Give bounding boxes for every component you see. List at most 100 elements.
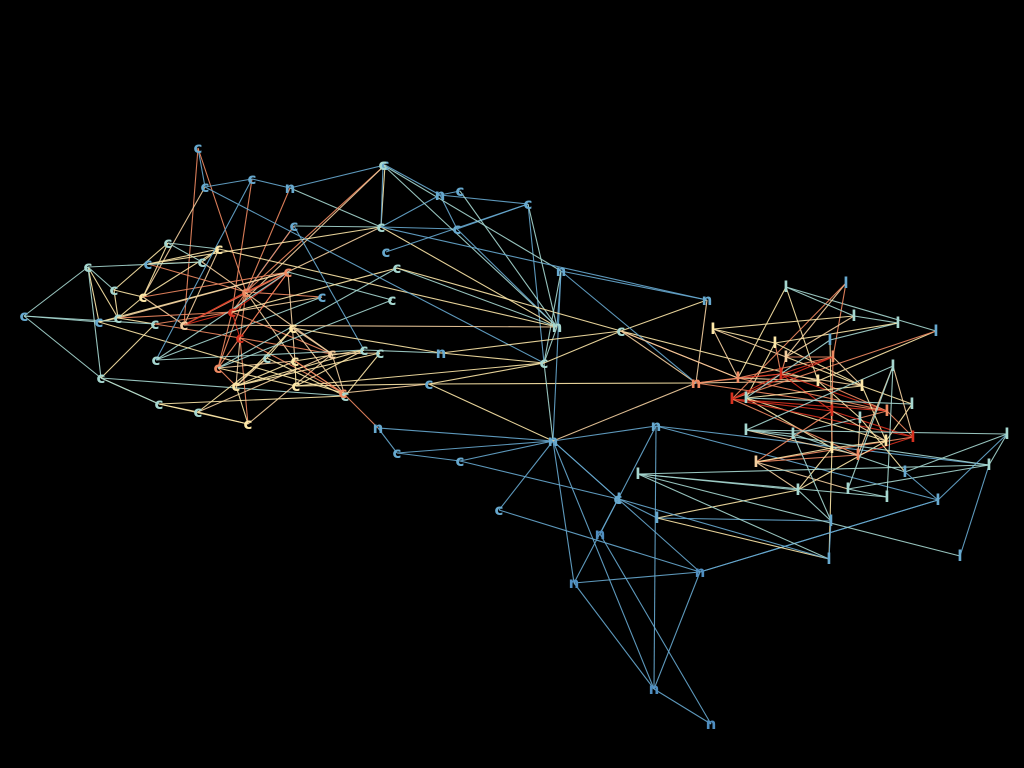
graph-edge [755,461,849,490]
graph-node-label: c [393,444,402,462]
graph-edge [117,317,156,325]
graph-edge [235,327,294,387]
graph-node-label: l [909,395,914,413]
graph-edge [245,164,386,293]
graph-edge [396,452,461,462]
graph-edge [527,203,545,364]
graph-node-label: l [827,331,832,349]
graph-node-label: c [339,384,348,402]
graph-node-label: l [851,307,856,325]
graph-node-label: l [635,465,640,483]
graph-node-label: c [617,322,626,340]
graph-edge [396,440,554,454]
graph-edge [656,517,830,560]
graph-node-label: l [710,320,715,338]
graph-node-label: n [435,186,446,204]
graph-edge [201,248,220,263]
graph-edge [774,342,863,387]
graph-edge [653,688,712,725]
graph-node-label: c [20,307,29,325]
graph-edge [294,360,344,394]
graph-edge [239,337,344,394]
graph-edge [599,425,657,535]
graph-edge [731,398,833,412]
graph-edge [618,498,830,560]
graph-node-label: c [318,288,327,306]
graph-node-label: c [341,387,350,405]
graph-edge [829,322,899,341]
graph-node-label: c [263,349,272,367]
graph-edge [847,488,888,498]
graph-node-label: l [933,322,938,340]
graph-node-label: n [285,179,296,197]
graph-edge [251,178,291,189]
graph-node-label: l [957,547,962,565]
graph-node-label: n [706,715,717,733]
graph-node-label: n [556,262,567,280]
graph-edge [239,291,247,339]
graph-node-label: n [548,432,559,450]
graph-edge [235,352,381,387]
graph-edge [293,225,365,351]
graph-edge [217,311,233,369]
graph-edge [745,397,887,442]
graph-edge [167,242,203,263]
graph-node-label: l [828,512,833,530]
graph-node-label: c [110,281,119,299]
graph-node-label: c [456,452,465,470]
graph-edge [456,228,558,328]
graph-edge [780,356,787,375]
graph-edge [712,328,739,379]
graph-edge [831,410,887,442]
graph-node-label: c [382,243,391,261]
graph-edge [637,473,961,557]
graph-edge [235,349,365,387]
graph-node-label: c [201,178,210,196]
graph-edges [23,147,1008,725]
graph-edge [552,382,697,442]
graph-edge [937,433,1008,501]
graph-edge [745,339,831,399]
graph-node-label: c [232,377,241,395]
graph-edge [23,315,156,325]
graph-edge [695,382,888,412]
graph-node-label: l [790,425,795,443]
graph-node-label: c [524,195,533,213]
graph-edge [552,440,575,584]
graph-edge [23,315,102,379]
graph-edge [552,440,619,500]
graph-edge [731,398,859,456]
graph-edge [113,289,144,298]
graph-node-label: c [360,341,369,359]
graph-edge [731,398,888,412]
graph-edge [98,321,344,394]
graph-node-label: c [144,255,153,273]
graph-edge [396,267,622,332]
graph-edge [828,520,832,560]
graph-node-label: c [194,403,203,421]
graph-edge [599,533,712,725]
graph-edge [428,362,545,385]
graph-edge [792,433,832,522]
graph-edge [656,489,799,519]
graph-edge [239,337,333,355]
graph-node-label: n [691,374,702,392]
graph-edge [154,311,233,325]
graph-edge [785,286,855,317]
graph-edge [618,498,658,519]
graph-node-label: l [890,357,895,375]
graph-edge [731,330,937,400]
graph-node-label: n [436,344,447,362]
graph-edge [459,440,554,462]
graph-node-label: c [425,375,434,393]
graph-edge [832,282,847,358]
graph-edge [560,270,697,384]
graph-edge [861,385,913,405]
graph-node-label: l [783,348,788,366]
graph-node-label: c [236,329,245,347]
graph-edge [113,289,119,319]
graph-edge [831,440,887,449]
graph-edge [247,353,333,425]
graph-edge [197,147,247,293]
